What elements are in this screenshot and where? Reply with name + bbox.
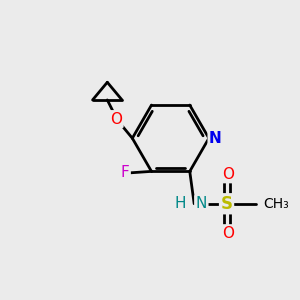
Text: O: O (110, 112, 122, 127)
Text: F: F (121, 165, 129, 180)
Text: N: N (209, 131, 222, 146)
Text: CH₃: CH₃ (263, 197, 289, 211)
Text: H: H (174, 196, 186, 211)
Text: O: O (222, 226, 234, 241)
Text: O: O (222, 167, 234, 182)
Text: S: S (220, 195, 232, 213)
Text: N: N (196, 196, 207, 211)
